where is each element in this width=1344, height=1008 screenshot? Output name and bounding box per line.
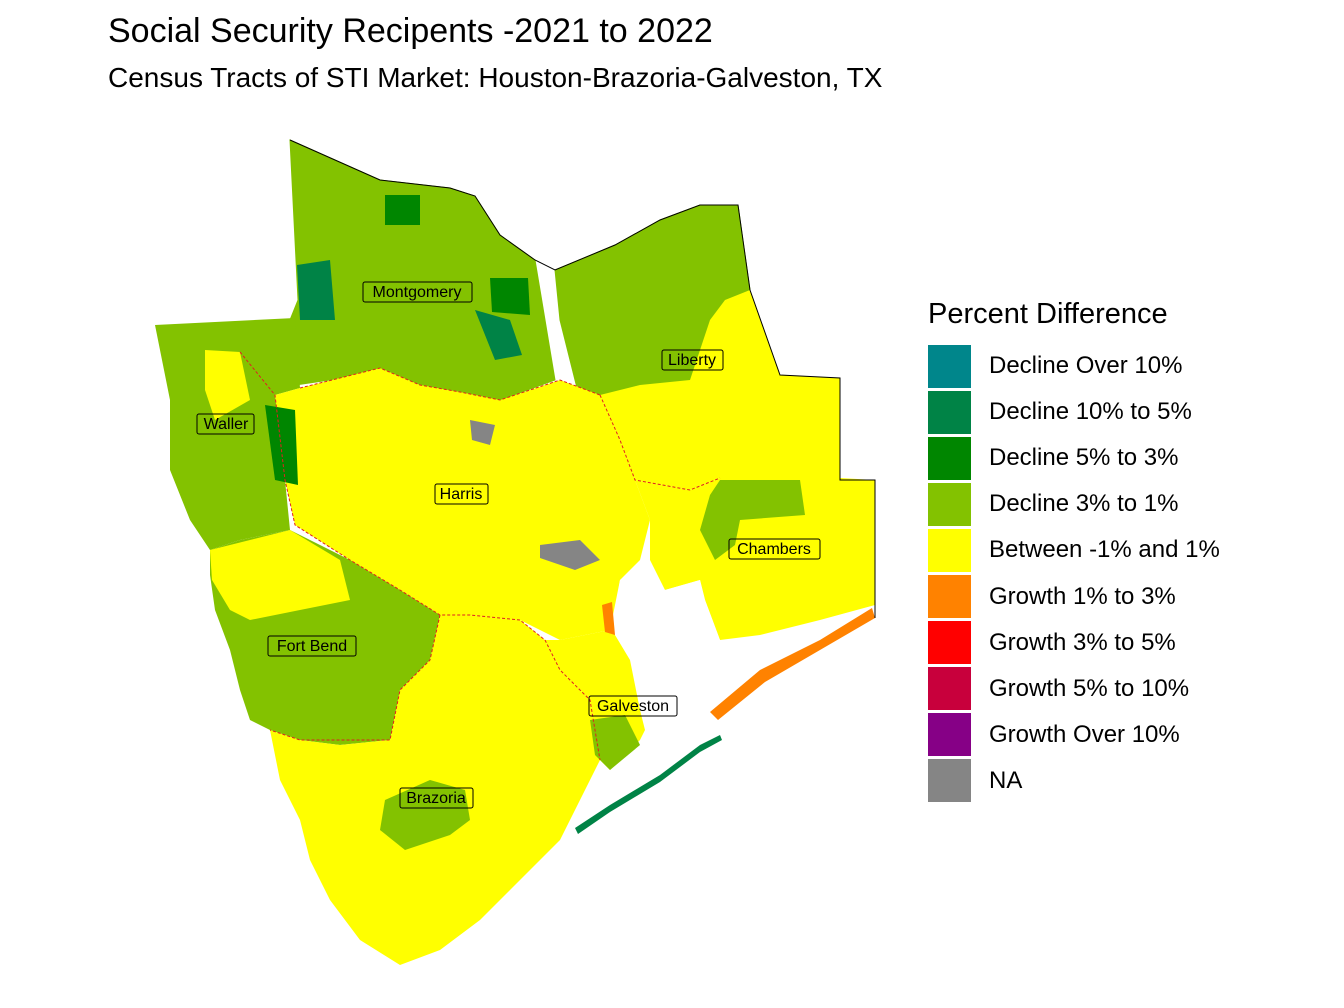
svg-text:Waller: Waller	[204, 416, 249, 433]
tract-patch-1	[297, 260, 335, 320]
county-brazoria-green	[380, 780, 470, 850]
county-liberty-yellow	[600, 290, 840, 490]
legend-label: Decline 3% to 1%	[989, 490, 1179, 518]
legend-swatch	[928, 575, 971, 619]
tract-patch-na	[540, 540, 600, 570]
bolivar-peninsula-strip	[710, 608, 875, 720]
county-waller-yellow	[205, 350, 250, 420]
tract-patch-na-2	[470, 420, 495, 445]
legend-swatch	[928, 482, 971, 526]
county-label-montgomery: Montgomery	[362, 281, 473, 303]
svg-text:Chambers: Chambers	[737, 541, 811, 558]
legend-item: Growth 3% to 5%	[928, 620, 1220, 666]
galveston-island-strip	[575, 735, 722, 834]
market-outline	[289, 139, 876, 618]
legend-label: Growth 3% to 5%	[989, 628, 1176, 656]
legend-item: Decline 10% to 5%	[928, 389, 1220, 435]
legend-item: Growth 1% to 3%	[928, 573, 1220, 619]
legend-label: Growth 5% to 10%	[989, 674, 1190, 702]
legend-label: Decline 10% to 5%	[989, 398, 1192, 426]
legend-swatch	[928, 528, 971, 572]
legend-swatch	[928, 621, 971, 665]
svg-text:Harris: Harris	[440, 486, 483, 503]
legend-item: Decline Over 10%	[928, 343, 1220, 389]
county-fort-bend-yellow	[210, 530, 350, 620]
legend-swatch	[928, 436, 971, 480]
legend-label: Decline Over 10%	[989, 352, 1183, 380]
county-label-fort-bend: Fort Bend	[267, 635, 357, 657]
legend-item: Growth Over 10%	[928, 712, 1220, 758]
county-label-liberty: Liberty	[661, 349, 724, 371]
census-tract-map: Montgomery Liberty Waller Harris Chamber…	[155, 139, 876, 965]
county-label-waller: Waller	[196, 413, 255, 435]
tract-patch-3	[490, 278, 530, 315]
svg-text:Liberty: Liberty	[668, 352, 716, 369]
legend-swatch	[928, 667, 971, 711]
tract-patch-orange	[602, 602, 615, 635]
svg-text:Montgomery: Montgomery	[373, 284, 462, 301]
legend-swatch	[928, 759, 971, 803]
county-galveston-green	[590, 715, 640, 770]
legend-label: NA	[989, 766, 1023, 794]
map-subtitle: Census Tracts of STI Market: Houston-Bra…	[108, 62, 883, 93]
galveston-bay	[612, 565, 720, 750]
legend-title: Percent Difference	[928, 298, 1168, 330]
tract-patch-2	[385, 195, 420, 225]
legend-swatch	[928, 344, 971, 388]
legend-label: Growth 1% to 3%	[989, 582, 1176, 610]
legend-item: Decline 5% to 3%	[928, 435, 1220, 481]
legend-items: Decline Over 10% Decline 10% to 5% Decline…	[928, 343, 1220, 804]
tract-patch-4	[475, 310, 522, 360]
legend-swatch	[928, 713, 971, 757]
legend-label: Growth Over 10%	[989, 720, 1180, 748]
svg-text:Brazoria: Brazoria	[406, 790, 466, 807]
legend-item: Between -1% and 1%	[928, 527, 1220, 573]
county-label-galveston: Galveston	[588, 695, 678, 717]
county-label-brazoria: Brazoria	[399, 787, 474, 809]
legend-label: Between -1% and 1%	[989, 536, 1220, 564]
legend-swatch	[928, 390, 971, 434]
legend: Percent Difference Decline Over 10% Decli…	[928, 298, 1220, 804]
svg-text:Fort Bend: Fort Bend	[277, 638, 347, 655]
tract-patch-5	[265, 405, 298, 485]
county-label-chambers: Chambers	[728, 538, 821, 560]
legend-item: Decline 3% to 1%	[928, 481, 1220, 527]
legend-label: Decline 5% to 3%	[989, 444, 1179, 472]
map-title: Social Security Recipents -2021 to 2022	[108, 12, 713, 50]
legend-item: NA	[928, 758, 1220, 804]
legend-item: Growth 5% to 10%	[928, 666, 1220, 712]
county-chambers-green	[700, 480, 805, 560]
svg-text:Galveston: Galveston	[597, 698, 669, 715]
county-label-harris: Harris	[434, 483, 489, 505]
county-borders	[239, 351, 721, 761]
